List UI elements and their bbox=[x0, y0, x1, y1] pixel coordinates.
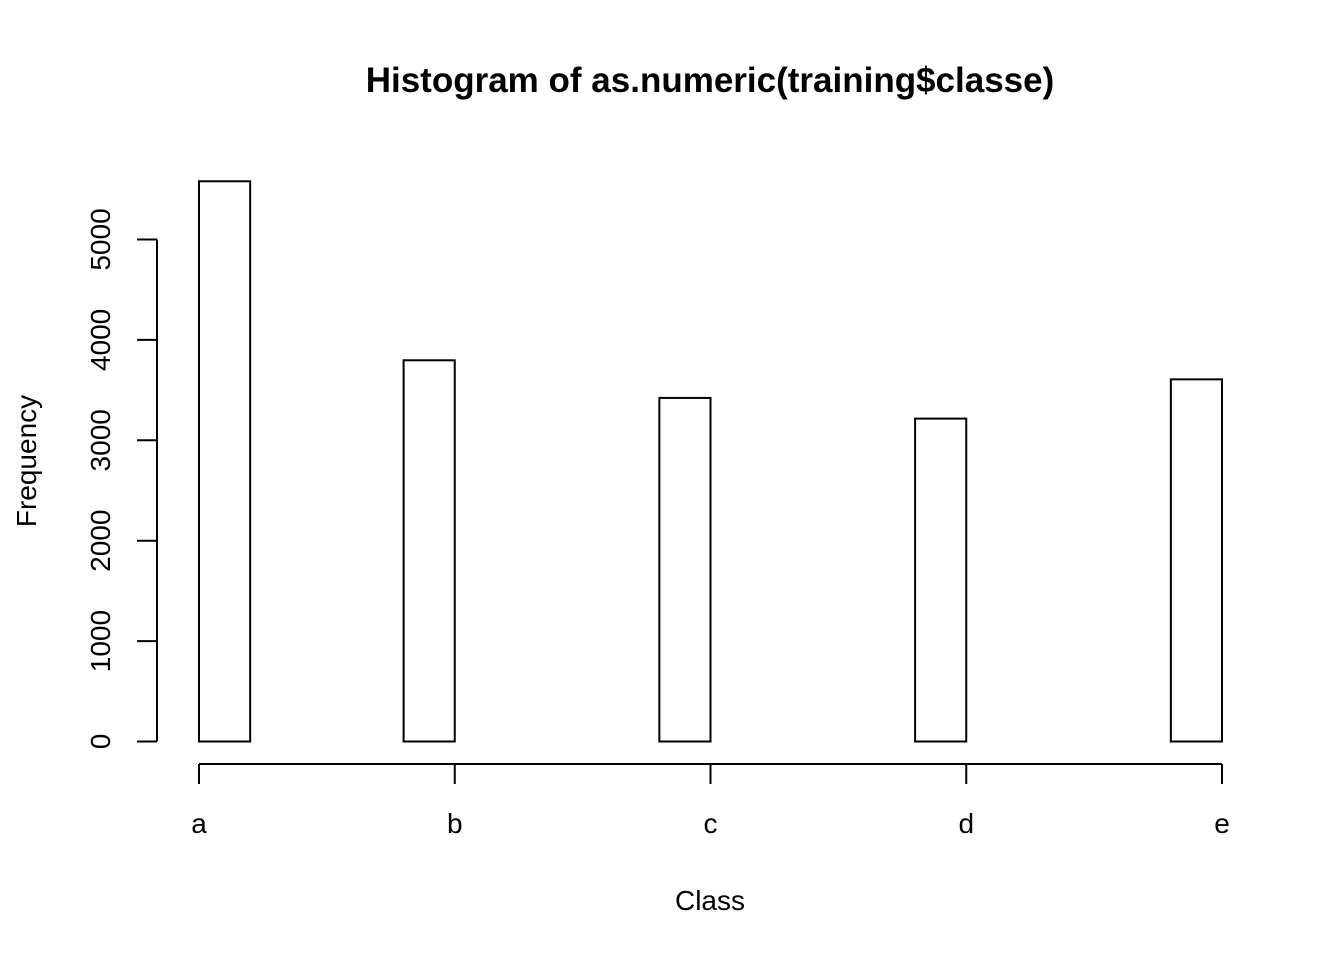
histogram-bar bbox=[198, 180, 252, 743]
y-axis-label: Frequency bbox=[11, 395, 42, 527]
y-tick-label: 1000 bbox=[85, 610, 116, 672]
bars-group bbox=[198, 180, 1223, 743]
chart-title: Histogram of as.numeric(training$classe) bbox=[366, 61, 1055, 100]
x-tick-label: d bbox=[958, 808, 974, 839]
histogram-bar bbox=[1169, 378, 1223, 743]
y-tick-label: 0 bbox=[85, 734, 116, 750]
x-axis: a b c d e bbox=[191, 763, 1230, 839]
y-tick-label: 3000 bbox=[85, 409, 116, 471]
x-tick-label: b bbox=[447, 808, 463, 839]
y-tick-label: 4000 bbox=[85, 309, 116, 371]
y-tick-label: 5000 bbox=[85, 208, 116, 270]
x-tick-label: c bbox=[704, 808, 718, 839]
x-tick-label: e bbox=[1214, 808, 1230, 839]
histogram-bar bbox=[914, 417, 968, 743]
histogram-bar bbox=[402, 359, 456, 743]
x-tick-label: a bbox=[191, 808, 207, 839]
y-axis: 0 1000 2000 3000 4000 5000 bbox=[85, 208, 158, 750]
x-axis-label: Class bbox=[675, 885, 745, 916]
histogram-bar bbox=[658, 396, 712, 743]
y-tick-label: 2000 bbox=[85, 510, 116, 572]
